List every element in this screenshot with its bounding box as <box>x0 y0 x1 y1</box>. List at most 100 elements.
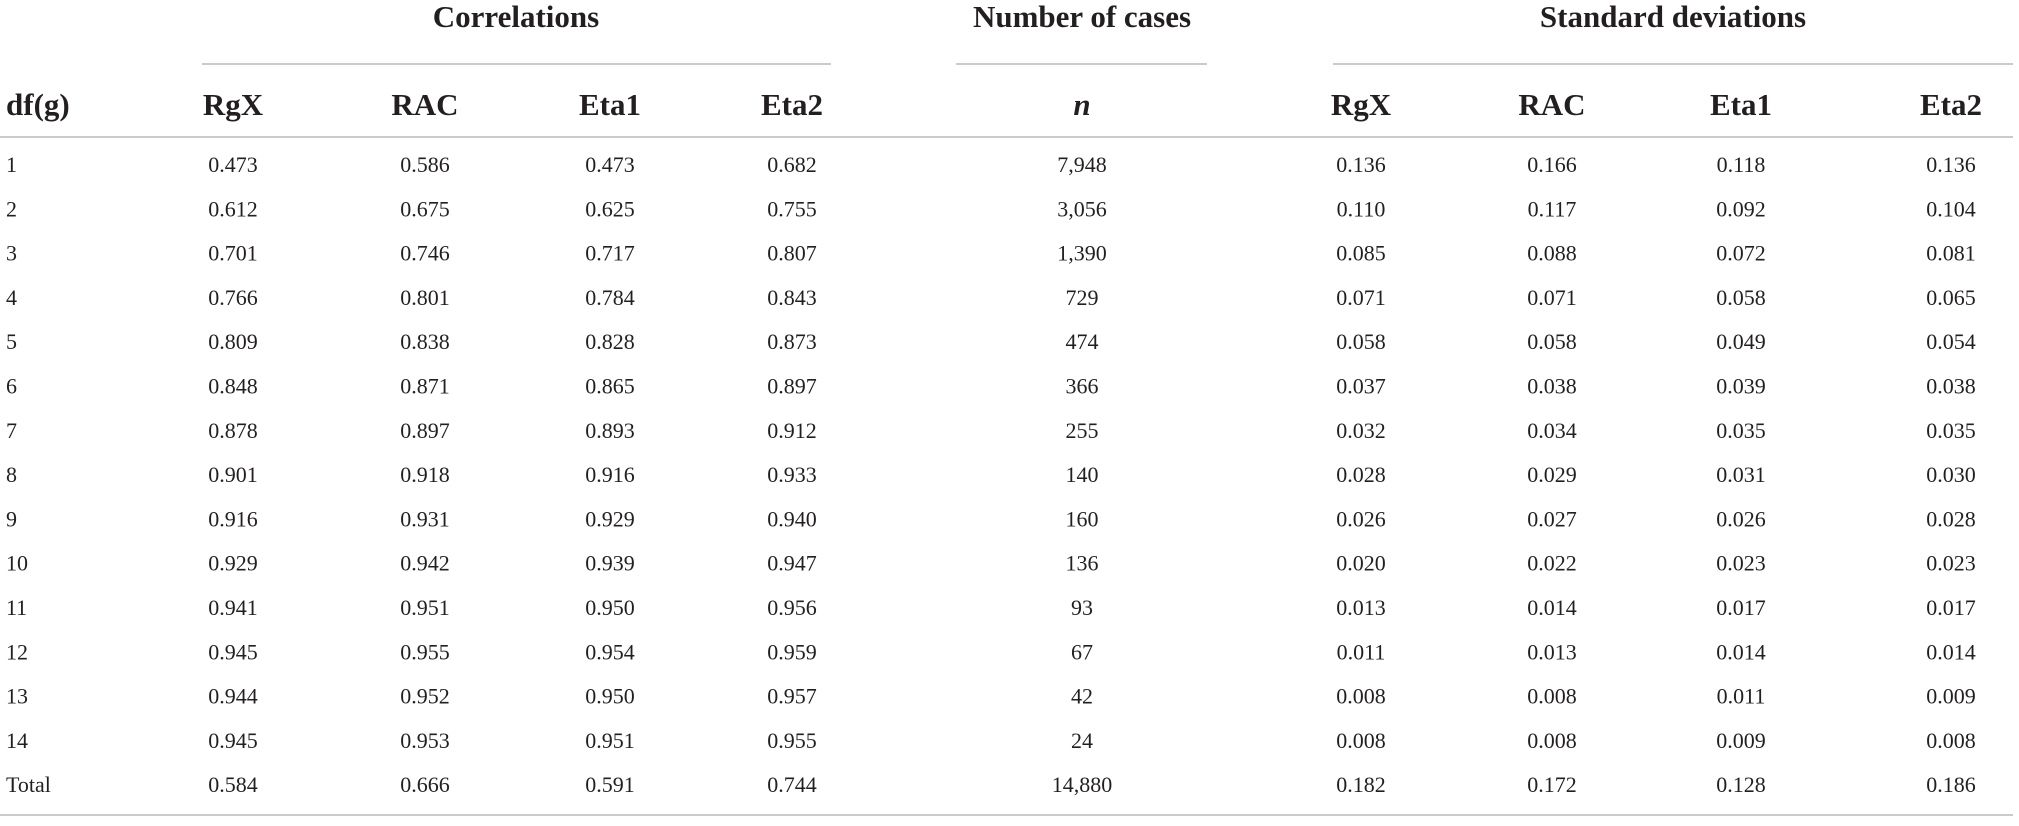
table-cell: 11 <box>6 595 27 620</box>
table-cell: 3 <box>6 241 17 266</box>
table-cell: 0.941 <box>208 595 258 620</box>
table-cell: 0.473 <box>208 152 258 177</box>
table-cell: 0.186 <box>1926 772 1976 797</box>
column-header: RAC <box>391 87 458 122</box>
table-cell: 0.801 <box>400 285 450 310</box>
table-cell: 0.014 <box>1926 639 1976 664</box>
table-cell: 0.746 <box>400 241 450 266</box>
table-cell: 0.897 <box>400 418 450 443</box>
table-cell: 0.026 <box>1336 506 1386 531</box>
table-cell: 0.944 <box>208 684 258 709</box>
table-cell: 0.873 <box>767 329 817 354</box>
table-cell: 0.023 <box>1716 551 1766 576</box>
table-cell: 0.954 <box>585 639 635 664</box>
group-header: Standard deviations <box>1540 0 1806 34</box>
table-cell: 0.071 <box>1527 285 1577 310</box>
table-cell: 0.032 <box>1336 418 1386 443</box>
table-cell: 0.901 <box>208 462 258 487</box>
table-cell: 93 <box>1071 595 1093 620</box>
table-cell: 0.947 <box>767 551 817 576</box>
table-cell: 0.897 <box>767 374 817 399</box>
table-cell: 0.071 <box>1336 285 1386 310</box>
table-cell: 140 <box>1066 462 1099 487</box>
table-cell: 0.065 <box>1926 285 1976 310</box>
table-cell: 0.013 <box>1527 639 1577 664</box>
table-cell: 0.953 <box>400 728 450 753</box>
table-cell: 0.950 <box>585 684 635 709</box>
table-cell: 9 <box>6 506 17 531</box>
table-cell: 0.931 <box>400 506 450 531</box>
table-cell: 0.117 <box>1528 196 1577 221</box>
table-cell: 0.028 <box>1926 506 1976 531</box>
table-cell: 13 <box>6 684 28 709</box>
table-cell: 0.701 <box>208 241 258 266</box>
table-cell: 10 <box>6 551 28 576</box>
column-header: RAC <box>1518 87 1585 122</box>
table-cell: 0.584 <box>208 772 258 797</box>
table-cell: 7,948 <box>1057 152 1107 177</box>
table-cell: 0.916 <box>208 506 258 531</box>
table-cell: 0.939 <box>585 551 635 576</box>
table-cell: 0.020 <box>1336 551 1386 576</box>
table-cell: 0.172 <box>1527 772 1577 797</box>
table-cell: 0.950 <box>585 595 635 620</box>
table-cell: 0.027 <box>1527 506 1577 531</box>
table-cell: 0.058 <box>1527 329 1577 354</box>
table-cell: 0.104 <box>1926 196 1976 221</box>
table-cell: 0.755 <box>767 196 817 221</box>
table-cell: 24 <box>1071 728 1093 753</box>
table-cell: 366 <box>1066 374 1099 399</box>
table-cell: 0.951 <box>585 728 635 753</box>
table-cell: 0.035 <box>1926 418 1976 443</box>
group-header: Number of cases <box>973 0 1191 34</box>
table-cell: 0.612 <box>208 196 258 221</box>
table-cell: 0.011 <box>1717 684 1766 709</box>
table-cell: 0.959 <box>767 639 817 664</box>
table-cell: 0.088 <box>1527 241 1577 266</box>
table-cell: 2 <box>6 196 17 221</box>
table-cell: 0.784 <box>585 285 635 310</box>
column-header: RgX <box>1331 87 1392 122</box>
table-cell: 0.945 <box>208 639 258 664</box>
table-cell: 0.017 <box>1716 595 1766 620</box>
table-cell: 0.028 <box>1336 462 1386 487</box>
table-cell: 5 <box>6 329 17 354</box>
table-cell: 0.865 <box>585 374 635 399</box>
table-cell: 0.014 <box>1716 639 1766 664</box>
table-cell: 0.039 <box>1716 374 1766 399</box>
table-cell: 0.843 <box>767 285 817 310</box>
table-cell: 474 <box>1066 329 1099 354</box>
table-cell: 0.838 <box>400 329 450 354</box>
table-cell: 0.951 <box>400 595 450 620</box>
table-cell: 0.009 <box>1926 684 1976 709</box>
table-cell: 0.955 <box>400 639 450 664</box>
table-cell: 0.586 <box>400 152 450 177</box>
table-cell: 0.682 <box>767 152 817 177</box>
table-cell: 0.940 <box>767 506 817 531</box>
table-cell: 3,056 <box>1057 196 1107 221</box>
table-cell: 0.956 <box>767 595 817 620</box>
table-cell: 0.008 <box>1336 728 1386 753</box>
table-cell: 0.955 <box>767 728 817 753</box>
table-cell: 0.473 <box>585 152 635 177</box>
table-cell: 0.026 <box>1716 506 1766 531</box>
table-cell: 0.022 <box>1527 551 1577 576</box>
table-cell: 0.918 <box>400 462 450 487</box>
table-cell: 4 <box>6 285 17 310</box>
table-cell: 0.017 <box>1926 595 1976 620</box>
table-cell: 0.038 <box>1926 374 1976 399</box>
column-header: Eta2 <box>1920 87 1982 122</box>
table-cell: 0.013 <box>1336 595 1386 620</box>
table-cell: 0.034 <box>1527 418 1577 443</box>
table-cell: 160 <box>1066 506 1099 531</box>
table-cell: 0.166 <box>1527 152 1577 177</box>
table-cell: 0.008 <box>1336 684 1386 709</box>
table-cell: 0.848 <box>208 374 258 399</box>
table-cell: 0.037 <box>1336 374 1386 399</box>
table-cell: 67 <box>1071 639 1093 664</box>
table-cell: 0.030 <box>1926 462 1976 487</box>
table-cell: 0.072 <box>1716 241 1766 266</box>
table-cell: 14,880 <box>1052 772 1113 797</box>
table-cell: 0.092 <box>1716 196 1766 221</box>
